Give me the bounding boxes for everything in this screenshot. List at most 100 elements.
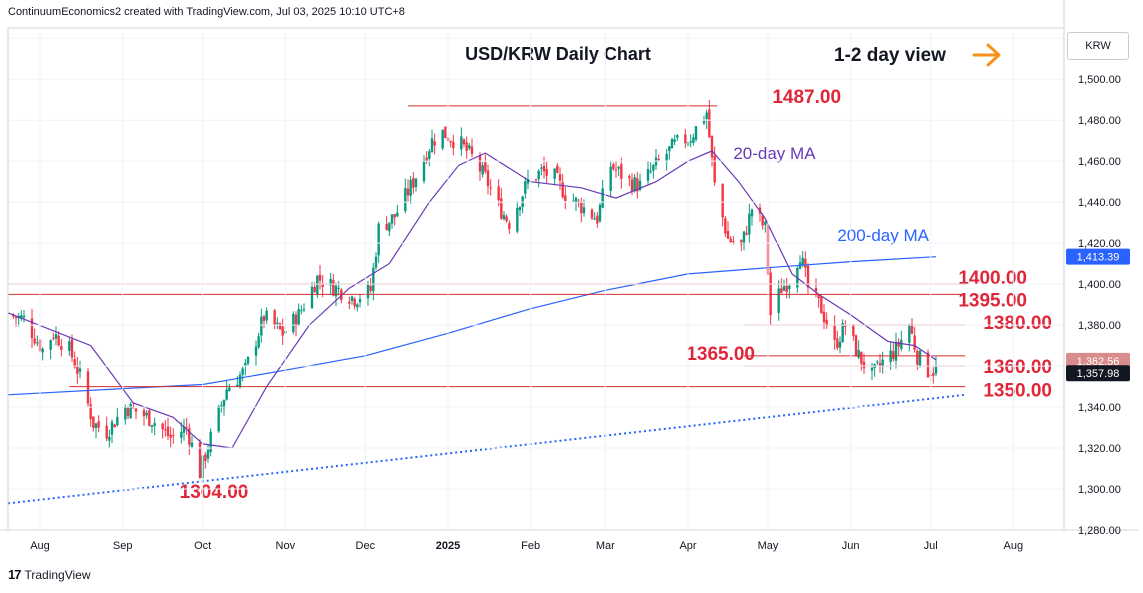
candle-body (265, 310, 268, 321)
ma200-line (7, 256, 937, 396)
candle-body (593, 218, 596, 220)
ma-label: 200-day MA (837, 226, 929, 245)
candle-body (876, 361, 879, 363)
candle-body (470, 146, 474, 154)
candle-body (564, 195, 567, 201)
candle-body (481, 165, 484, 175)
price-tag-label: 1,413.39 (1077, 252, 1120, 264)
footer[interactable]: 17 TradingView (8, 567, 91, 582)
candle-body (500, 198, 503, 219)
candle-body (508, 223, 511, 230)
candle-body (321, 283, 324, 288)
candle-body (388, 222, 391, 232)
candle-body (673, 139, 676, 142)
candle-body (209, 431, 212, 453)
chart-subtitle: 1-2 day view (834, 45, 946, 66)
candle-body (462, 139, 466, 145)
candle-body (358, 299, 362, 303)
candle-body (244, 363, 247, 366)
candle-body (318, 274, 322, 281)
y-tick-label: 1,480.00 (1078, 115, 1121, 127)
candle-body (502, 215, 506, 220)
candle-body (817, 294, 820, 299)
candle-body (460, 136, 463, 150)
candle-body (577, 200, 580, 202)
candle-body (366, 284, 370, 299)
candle-body (180, 432, 183, 438)
x-tick-label: Jun (842, 540, 860, 552)
candle-body (126, 408, 130, 417)
candle-body (844, 326, 847, 328)
currency-box[interactable]: KRW (1067, 32, 1129, 60)
candle-body (350, 296, 354, 301)
price-tag (1066, 248, 1130, 265)
candle-body (598, 204, 602, 222)
candle-body (694, 126, 698, 140)
candle-body (150, 425, 154, 427)
candle-body (918, 350, 922, 367)
candle-body (710, 135, 714, 158)
candle-body (825, 319, 828, 327)
candle-body (838, 341, 842, 348)
candle-body (926, 352, 930, 378)
x-tick-label: 2025 (436, 540, 460, 552)
candle-body (222, 399, 226, 409)
candle-body (52, 337, 55, 339)
candle-body (390, 214, 394, 224)
level-label: 1395.00 (958, 290, 1027, 311)
candle-body (92, 416, 95, 428)
candle-body (166, 426, 170, 436)
candle-body (148, 410, 151, 426)
candle-body (732, 241, 735, 243)
price-tag-label: 1,362.56 (1077, 356, 1120, 368)
candle-body (142, 410, 146, 417)
candle-body (910, 324, 914, 334)
level-label: 1400.00 (958, 268, 1027, 289)
candle-body (881, 359, 884, 367)
candle-body (353, 298, 356, 307)
candle-body (124, 407, 127, 420)
candle-body (489, 187, 492, 189)
candle-body (113, 424, 116, 428)
candle-body (404, 188, 407, 212)
candle-body (36, 342, 39, 344)
candle-body (614, 169, 618, 171)
candle-body (452, 141, 455, 149)
candle-body (246, 356, 250, 364)
candle-body (134, 408, 138, 412)
chart-title: USD/KRW Daily Chart (465, 44, 651, 64)
candle-body (652, 164, 655, 171)
candle-body (806, 265, 810, 288)
candle-body (94, 423, 98, 429)
candle-body (153, 423, 156, 426)
candle-body (414, 178, 418, 187)
chart-header: ContinuumEconomics2 created with Trading… (8, 6, 405, 18)
candle-body (292, 313, 295, 333)
candle-body (780, 288, 783, 294)
candle-body (433, 141, 436, 146)
candle-body (612, 164, 615, 169)
y-tick-label: 1,320.00 (1078, 443, 1121, 455)
candle-body (281, 326, 284, 336)
candle-body (777, 288, 780, 313)
candle-body (254, 346, 258, 356)
candle-body (22, 315, 26, 318)
candle-body (449, 141, 452, 143)
candle-body (857, 349, 860, 358)
candle-body (724, 218, 727, 234)
candle-body (804, 258, 807, 268)
candle-body (300, 310, 303, 312)
candle-body (297, 309, 300, 326)
candle-body (412, 178, 415, 188)
candle-body (86, 371, 90, 404)
level-label: 1365.00 (686, 344, 755, 365)
price-tag-label: 1,357.98 (1077, 368, 1120, 380)
x-tick-label: Apr (679, 540, 696, 552)
candle-body (894, 342, 898, 361)
candle-body (497, 186, 500, 201)
candle-body (638, 180, 642, 190)
candle-body (220, 405, 223, 408)
candle-body (561, 182, 564, 198)
